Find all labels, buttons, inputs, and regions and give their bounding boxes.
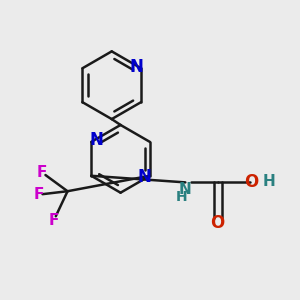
Text: H: H [176, 190, 187, 203]
Text: N: N [179, 182, 192, 197]
Text: O: O [244, 172, 259, 190]
Text: F: F [49, 213, 59, 228]
Text: N: N [138, 168, 152, 186]
Text: N: N [90, 131, 104, 149]
Text: N: N [129, 58, 143, 76]
Text: F: F [33, 187, 43, 202]
Text: H: H [262, 174, 275, 189]
Text: O: O [211, 214, 225, 232]
Text: F: F [37, 165, 47, 180]
